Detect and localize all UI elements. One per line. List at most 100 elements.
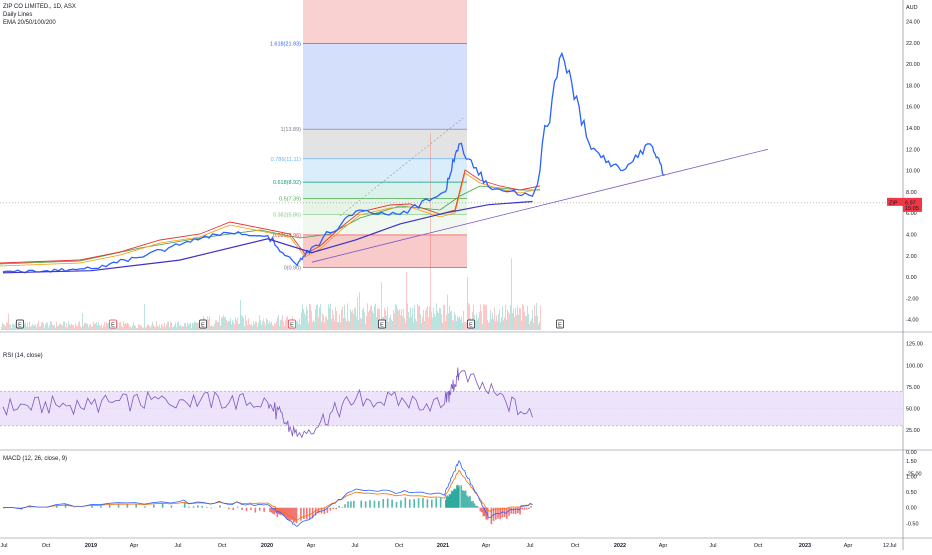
macd-histogram-bar bbox=[515, 508, 517, 514]
volume-bar bbox=[106, 322, 107, 330]
volume-bar bbox=[324, 322, 325, 330]
volume-bar bbox=[186, 326, 187, 330]
volume-bar bbox=[247, 325, 248, 330]
volume-bar bbox=[413, 322, 414, 330]
symbol-title[interactable]: ZIP CO LIMITED., 1D, ASX bbox=[3, 3, 76, 11]
volume-bar bbox=[257, 327, 258, 330]
macd-histogram-bar bbox=[206, 507, 208, 508]
volume-bar bbox=[334, 321, 335, 330]
time-tick-label: Oct bbox=[571, 543, 580, 549]
price-tick-label: 8.00 bbox=[906, 190, 917, 196]
macd-histogram-bar bbox=[508, 508, 510, 516]
volume-bar bbox=[264, 322, 265, 330]
volume-bar bbox=[53, 326, 54, 330]
volume-bar bbox=[104, 322, 105, 330]
fib-zone bbox=[303, 129, 467, 159]
volume-bar bbox=[11, 328, 12, 330]
volume-bar bbox=[77, 327, 78, 330]
volume-bar bbox=[439, 308, 440, 330]
rsi-tick-label: 100.00 bbox=[906, 363, 923, 369]
volume-bar bbox=[406, 272, 407, 330]
volume-bar bbox=[66, 323, 67, 330]
volume-bar bbox=[499, 309, 500, 330]
volume-bar bbox=[407, 304, 408, 330]
macd-legend: MACD (12, 26, close, 9) bbox=[3, 455, 67, 463]
fib-zone bbox=[303, 44, 467, 130]
fib-level-label: 1(13.89) bbox=[281, 127, 302, 133]
macd-histogram-bar bbox=[259, 508, 261, 511]
volume-bar bbox=[425, 311, 426, 330]
volume-bar bbox=[102, 328, 103, 330]
volume-bar bbox=[15, 322, 16, 330]
volume-bar bbox=[322, 314, 323, 330]
volume-bar bbox=[435, 316, 436, 330]
volume-bar bbox=[145, 328, 146, 330]
line-type-label[interactable]: Daily Lines bbox=[3, 11, 76, 19]
volume-bar bbox=[118, 328, 119, 330]
volume-bar bbox=[188, 325, 189, 330]
volume-bar bbox=[10, 324, 11, 330]
volume-bar bbox=[512, 313, 513, 330]
volume-bar bbox=[444, 305, 445, 330]
volume-bar bbox=[162, 326, 163, 330]
volume-bar bbox=[431, 311, 432, 330]
volume-bar bbox=[497, 321, 498, 330]
volume-bar bbox=[459, 317, 460, 330]
volume-bar bbox=[181, 327, 182, 330]
price-ticker-text: ZIP bbox=[889, 200, 898, 206]
time-tick-label: Apr bbox=[659, 543, 668, 549]
volume-bar bbox=[482, 324, 483, 330]
volume-bar bbox=[130, 327, 131, 330]
volume-bar bbox=[464, 322, 465, 330]
fib-zone bbox=[303, 182, 467, 198]
macd-title[interactable]: MACD (12, 26, close, 9) bbox=[3, 455, 67, 463]
volume-bar bbox=[506, 320, 507, 330]
macd-histogram-bar bbox=[287, 508, 289, 520]
macd-histogram-bar bbox=[332, 508, 334, 509]
volume-bar bbox=[121, 326, 122, 330]
volume-bar bbox=[518, 315, 519, 330]
volume-bar bbox=[7, 323, 8, 330]
volume-bar bbox=[151, 325, 152, 330]
macd-histogram-bar bbox=[465, 490, 467, 507]
macd-histogram-bar bbox=[193, 506, 195, 507]
volume-bar bbox=[69, 324, 70, 330]
volume-bar bbox=[137, 328, 138, 330]
volume-bar bbox=[377, 308, 378, 330]
volume-bar bbox=[282, 315, 283, 330]
volume-bar bbox=[478, 318, 479, 330]
volume-bar bbox=[428, 317, 429, 330]
indicator-label[interactable]: EMA 20/50/100/200 bbox=[3, 19, 76, 27]
volume-bar bbox=[311, 311, 312, 330]
volume-bar bbox=[308, 323, 309, 330]
macd-histogram-bar bbox=[341, 507, 343, 508]
macd-histogram-bar bbox=[405, 498, 407, 508]
macd-histogram-bar bbox=[374, 501, 376, 508]
volume-bar bbox=[373, 313, 374, 330]
volume-bar bbox=[64, 321, 65, 330]
volume-bar bbox=[140, 326, 141, 330]
volume-bar bbox=[528, 314, 529, 330]
macd-histogram-bar bbox=[378, 501, 380, 508]
volume-bar bbox=[157, 326, 158, 330]
rsi-title[interactable]: RSI (14, close) bbox=[3, 352, 43, 360]
volume-bar bbox=[231, 324, 232, 330]
price-tick-label: 16.00 bbox=[906, 105, 920, 111]
price-tick-label: 10.00 bbox=[906, 169, 920, 175]
volume-bar bbox=[176, 327, 177, 330]
volume-bar bbox=[8, 314, 9, 330]
macd-histogram-bar bbox=[309, 508, 311, 520]
volume-bar bbox=[374, 305, 375, 330]
volume-bar bbox=[347, 303, 348, 330]
volume-bar bbox=[284, 326, 285, 330]
volume-bar bbox=[276, 321, 277, 330]
macd-histogram-bar bbox=[162, 504, 164, 508]
volume-bar bbox=[394, 313, 395, 330]
macd-tick-label: 1.50 bbox=[906, 459, 917, 465]
volume-bar bbox=[423, 310, 424, 330]
volume-bar bbox=[399, 310, 400, 330]
macd-histogram-bar bbox=[458, 485, 460, 507]
volume-bar bbox=[164, 323, 165, 330]
